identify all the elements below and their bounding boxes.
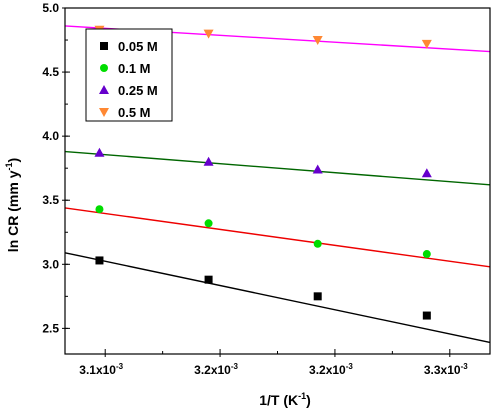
fit-line-0_25-M bbox=[64, 150, 491, 186]
y-axis-label: ln CR (mm y-1) bbox=[4, 158, 21, 252]
data-point bbox=[421, 39, 432, 49]
y-axis-label-text: ln CR (mm y bbox=[5, 170, 21, 252]
data-point bbox=[95, 256, 104, 265]
axis-ticks: 2.53.03.54.04.55.03.1x10-3 3.2x10-3 3.2x10… bbox=[42, 1, 468, 377]
x-tick-mantissa: 3.2x10 bbox=[194, 363, 231, 377]
x-tick-label: 3.1x10-3 bbox=[79, 362, 123, 377]
x-axis-label-end: ) bbox=[306, 392, 311, 408]
legend-label: 0.05 M bbox=[118, 39, 158, 54]
x-axis-label-sup: -1 bbox=[298, 391, 306, 401]
x-tick-mantissa: 3.2x10 bbox=[309, 363, 346, 377]
fit-line-0_1-M bbox=[64, 207, 491, 268]
data-point bbox=[95, 205, 104, 214]
data-point bbox=[312, 164, 323, 174]
legend: 0.05 M 0.1 M 0.25 M 0.5 M bbox=[85, 28, 173, 122]
legend-label: 0.5 M bbox=[118, 105, 151, 120]
x-axis-label-text: 1/T (K bbox=[259, 392, 298, 408]
data-point bbox=[204, 219, 213, 228]
x-tick-mantissa: 3.3x10 bbox=[424, 363, 461, 377]
data-point bbox=[312, 36, 323, 46]
x-tick-mantissa: 3.1x10 bbox=[79, 363, 116, 377]
x-tick-label: 3.2x10-3 bbox=[309, 362, 353, 377]
y-tick-label: 2.5 bbox=[42, 321, 59, 335]
y-tick-label: 3.5 bbox=[42, 193, 59, 207]
data-point bbox=[313, 239, 322, 248]
data-point bbox=[422, 250, 431, 259]
y-tick-label: 4.0 bbox=[42, 129, 59, 143]
legend-label: 0.1 M bbox=[118, 61, 151, 76]
data-points bbox=[94, 25, 432, 320]
data-point bbox=[203, 29, 214, 39]
x-tick-label: 3.3x10-3 bbox=[424, 362, 468, 377]
x-tick-exponent: -3 bbox=[461, 362, 469, 371]
fit-line-0_05-M bbox=[64, 252, 491, 344]
data-point bbox=[421, 168, 432, 178]
data-point bbox=[204, 275, 213, 284]
x-tick-label: 3.2x10-3 bbox=[194, 362, 238, 377]
y-axis-label-sup: -1 bbox=[4, 162, 14, 170]
legend-label: 0.25 M bbox=[118, 83, 158, 98]
y-axis-label-end: ) bbox=[5, 158, 21, 163]
x-tick-exponent: -3 bbox=[346, 362, 354, 371]
data-point bbox=[203, 156, 214, 166]
y-tick-label: 5.0 bbox=[42, 1, 59, 15]
y-tick-label: 4.5 bbox=[42, 65, 59, 79]
x-tick-exponent: -3 bbox=[116, 362, 124, 371]
y-tick-label: 3.0 bbox=[42, 257, 59, 271]
x-tick-exponent: -3 bbox=[231, 362, 239, 371]
data-point bbox=[313, 292, 322, 301]
legend-marker bbox=[99, 85, 109, 94]
data-point bbox=[422, 311, 431, 320]
data-point bbox=[94, 147, 105, 157]
legend-marker bbox=[99, 108, 109, 117]
legend-marker bbox=[100, 64, 108, 72]
x-axis-label: 1/T (K-1) bbox=[259, 391, 311, 408]
legend-marker bbox=[100, 42, 108, 50]
